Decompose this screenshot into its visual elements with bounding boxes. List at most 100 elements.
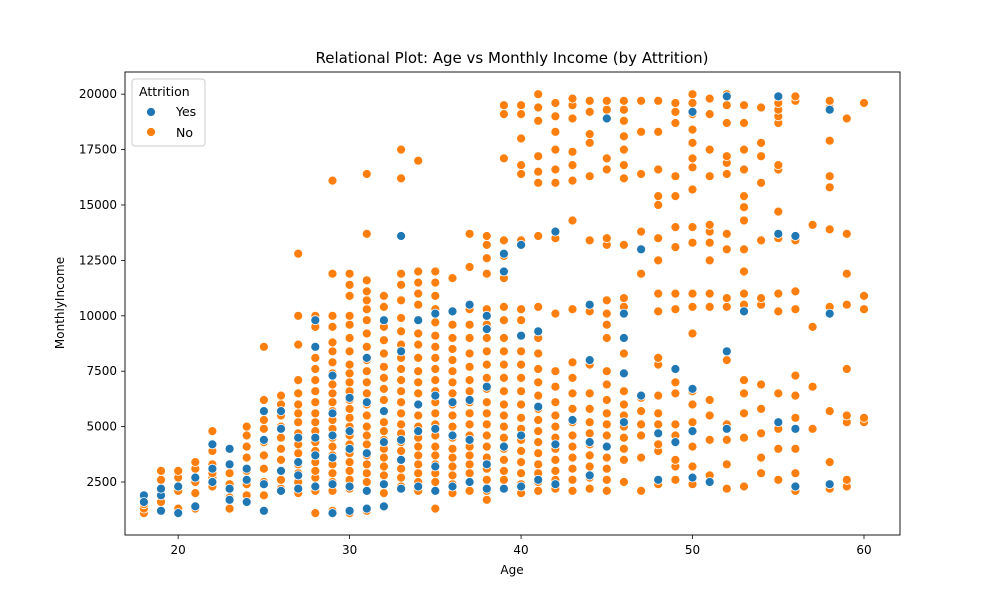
- point-yes: [310, 481, 321, 492]
- point-yes: [310, 341, 321, 352]
- point-no: [739, 191, 749, 202]
- point-no: [241, 421, 252, 432]
- point-no: [841, 299, 852, 310]
- point-yes: [601, 113, 612, 124]
- point-no: [413, 450, 424, 461]
- point-no: [550, 308, 561, 319]
- point-no: [790, 91, 801, 102]
- point-no: [773, 206, 784, 217]
- point-yes: [601, 441, 612, 452]
- point-yes: [721, 423, 732, 434]
- y-tick-label: 12500: [79, 253, 117, 267]
- point-no: [601, 430, 612, 441]
- point-no: [653, 408, 664, 419]
- point-no: [413, 299, 424, 310]
- point-no: [841, 364, 852, 374]
- point-no: [670, 107, 681, 117]
- point-no: [224, 503, 235, 514]
- point-no: [378, 361, 389, 372]
- point-yes: [413, 426, 424, 437]
- y-tick-label: 17500: [79, 143, 117, 157]
- point-yes: [739, 306, 749, 317]
- point-no: [773, 160, 784, 171]
- point-yes: [361, 352, 372, 363]
- point-no: [636, 126, 646, 137]
- point-no: [276, 432, 286, 443]
- point-no: [790, 443, 801, 454]
- point-no: [327, 468, 338, 479]
- point-no: [533, 115, 544, 126]
- point-no: [533, 364, 544, 374]
- point-yes: [361, 397, 372, 408]
- point-no: [670, 242, 681, 253]
- point-yes: [310, 315, 321, 326]
- point-no: [739, 408, 749, 419]
- point-no: [721, 434, 732, 445]
- point-no: [413, 277, 424, 288]
- point-no: [361, 228, 372, 239]
- point-no: [619, 160, 629, 171]
- point-no: [584, 171, 595, 182]
- point-no: [653, 164, 664, 175]
- point-no: [396, 313, 407, 323]
- point-yes: [790, 481, 801, 492]
- point-no: [773, 388, 784, 399]
- point-no: [584, 450, 595, 461]
- point-yes: [687, 426, 698, 437]
- point-no: [670, 454, 681, 465]
- point-yes: [481, 324, 492, 335]
- point-yes: [207, 477, 218, 487]
- point-no: [327, 357, 338, 368]
- plot-frame: [124, 71, 901, 536]
- point-yes: [790, 423, 801, 434]
- point-no: [824, 457, 835, 468]
- point-no: [790, 412, 801, 423]
- point-no: [550, 465, 561, 476]
- point-yes: [619, 417, 629, 428]
- point-no: [704, 219, 715, 230]
- point-no: [344, 279, 355, 290]
- point-no: [824, 171, 835, 182]
- point-yes: [498, 248, 509, 259]
- point-yes: [636, 244, 646, 255]
- point-no: [310, 364, 321, 374]
- point-no: [841, 113, 852, 124]
- point-no: [739, 164, 749, 175]
- point-no: [413, 388, 424, 399]
- point-yes: [276, 485, 286, 496]
- point-yes: [430, 308, 441, 319]
- point-no: [361, 315, 372, 326]
- point-yes: [310, 450, 321, 461]
- point-no: [687, 98, 698, 108]
- point-no: [773, 288, 784, 299]
- point-no: [584, 95, 595, 106]
- point-no: [516, 412, 526, 423]
- point-no: [601, 233, 612, 244]
- point-yes: [378, 479, 389, 490]
- point-no: [739, 244, 749, 255]
- point-no: [361, 304, 372, 315]
- point-no: [653, 95, 664, 106]
- point-no: [378, 426, 389, 437]
- point-yes: [327, 430, 338, 441]
- point-no: [396, 386, 407, 397]
- point-no: [601, 333, 612, 343]
- point-no: [190, 488, 201, 499]
- point-no: [636, 430, 646, 441]
- x-tick-label: 50: [685, 543, 700, 557]
- point-no: [550, 111, 561, 122]
- point-no: [516, 169, 526, 179]
- point-no: [430, 352, 441, 363]
- point-no: [464, 319, 475, 330]
- point-no: [636, 169, 646, 179]
- point-yes: [138, 497, 149, 507]
- point-no: [670, 474, 681, 485]
- point-no: [687, 441, 698, 452]
- point-no: [756, 428, 766, 439]
- point-no: [687, 237, 698, 248]
- point-no: [396, 408, 407, 419]
- point-no: [584, 483, 595, 494]
- point-no: [653, 390, 664, 401]
- point-no: [601, 419, 612, 430]
- point-yes: [636, 390, 646, 401]
